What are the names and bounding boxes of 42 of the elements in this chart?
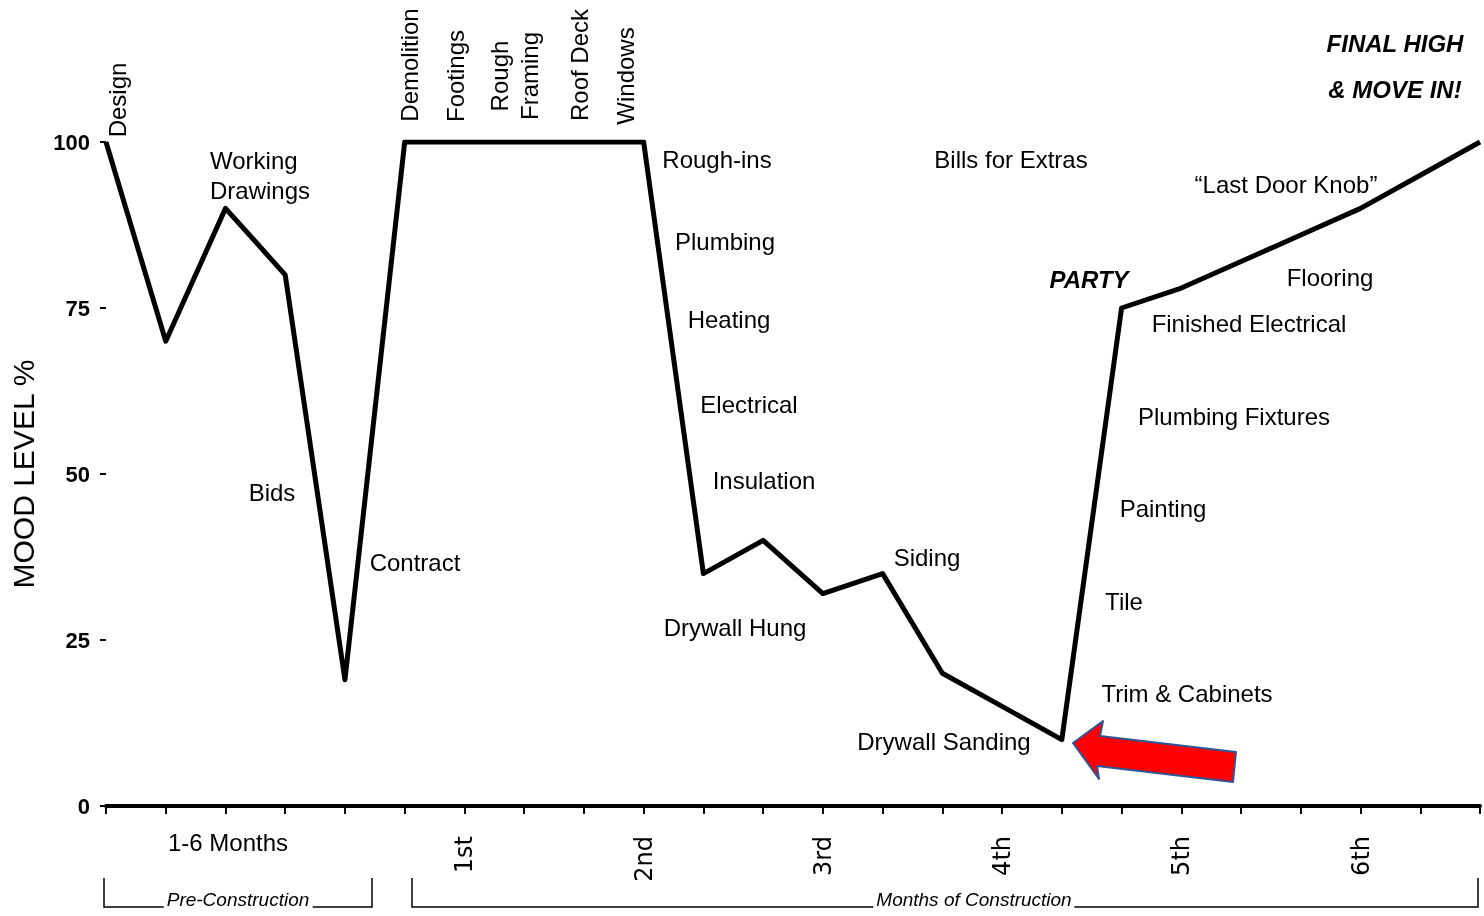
annotation: “Last Door Knob” — [1194, 170, 1378, 200]
text: Roof Deck — [565, 8, 594, 122]
annotation: Bills for Extras — [934, 145, 1088, 175]
x-tick-label: 5th — [1167, 836, 1196, 876]
x-tick-label: 2nd — [629, 836, 658, 882]
text: Rough Framing — [485, 31, 544, 122]
text: Design — [103, 62, 132, 138]
text: Demolition — [395, 8, 424, 122]
annotation: PARTY — [1049, 265, 1129, 295]
annotation: Rough-ins — [662, 145, 772, 175]
y-tick-label: 100 — [53, 129, 90, 155]
annotation: Contract — [369, 548, 461, 578]
y-axis-title: MOOD LEVEL % — [6, 359, 40, 589]
annotation: Insulation — [712, 466, 816, 496]
text: Pre-Construction — [163, 888, 313, 912]
text: Months of Construction — [873, 888, 1075, 912]
y-tick-label: 75 — [65, 295, 90, 321]
x-tick-label: 3rd — [808, 836, 837, 876]
annotation: Bids — [248, 478, 296, 508]
annotation: Plumbing — [674, 227, 776, 257]
annotation: Flooring — [1286, 263, 1374, 293]
annotation: Drywall Sanding — [857, 727, 1031, 757]
text: FINAL HIGH & MOVE IN! — [1325, 29, 1465, 105]
text: Footings — [441, 29, 470, 123]
annotation: Siding — [893, 543, 961, 573]
x-tick-label: 1st — [450, 836, 479, 874]
text: 1-6 Months — [167, 828, 289, 858]
x-tick-label: 4th — [988, 836, 1017, 876]
annotation: Electrical — [700, 390, 798, 420]
annotation: Trim & Cabinets — [1101, 679, 1273, 709]
y-tick-label: 0 — [77, 793, 90, 819]
x-tick-label: 6th — [1346, 836, 1375, 876]
y-tick-label: 25 — [65, 627, 90, 653]
y-tick-label: 50 — [65, 461, 90, 487]
annotation: Tile — [1105, 587, 1143, 617]
annotation: Finished Electrical — [1151, 309, 1347, 339]
annotation: Plumbing Fixtures — [1137, 402, 1331, 432]
annotation: Drywall Hung — [663, 613, 807, 643]
text: Windows — [611, 27, 640, 125]
annotation: Painting — [1119, 494, 1207, 524]
annotation: Heating — [687, 305, 771, 335]
annotation: Working Drawings — [210, 146, 312, 206]
